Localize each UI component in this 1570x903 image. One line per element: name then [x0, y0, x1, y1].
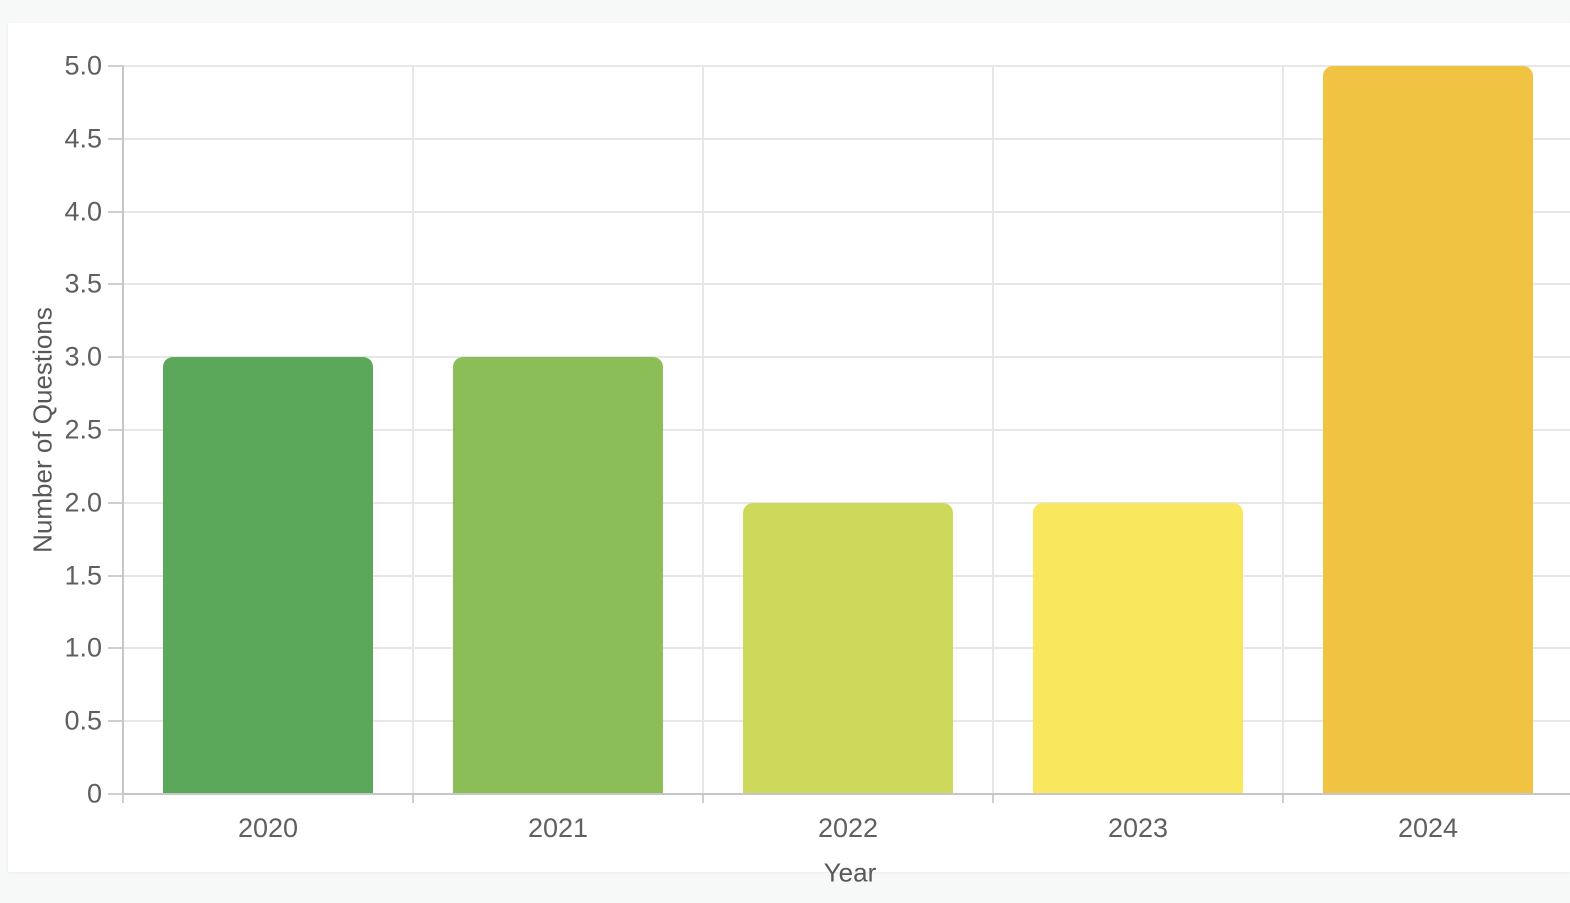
x-tick-label: 2022: [817, 813, 879, 843]
y-axis-tick: [108, 210, 123, 213]
chart-card: 5.0 4.5 4.0 3.5 3.0 2.5 2.0 1.5 1.0 0.5 0 2020 2021 2…: [8, 23, 1570, 888]
bar-2021[interactable]: [453, 357, 663, 794]
y-axis-tick: [108, 137, 123, 140]
gridline-vertical: [1282, 66, 1284, 794]
page: 5.0 4.5 4.0 3.5 3.0 2.5 2.0 1.5 1.0 0.5 0 2020 2021 2…: [8, 23, 1570, 888]
bar-2020[interactable]: [163, 357, 373, 794]
y-axis-tick: [108, 793, 123, 795]
gridline-horizontal: [123, 283, 1570, 286]
gridline-horizontal: [123, 429, 1570, 431]
bar-chart: 5.0 4.5 4.0 3.5 3.0 2.5 2.0 1.5 1.0 0.5 0 2020 2021 2…: [8, 23, 1570, 903]
y-tick-label: 4.0: [64, 196, 102, 227]
x-axis-tick: [702, 795, 704, 803]
y-axis-tick: [108, 501, 123, 504]
y-tick-label: 3.0: [64, 341, 102, 372]
y-tick-label: 2.0: [64, 487, 102, 518]
bar-2023[interactable]: [1033, 502, 1243, 794]
gridline-vertical: [992, 66, 994, 794]
bar-2022[interactable]: [743, 502, 953, 794]
gridline-horizontal: [123, 356, 1570, 359]
y-tick-label: 0: [86, 778, 102, 809]
x-tick-label: 2020: [237, 813, 299, 843]
y-axis-tick: [108, 429, 123, 431]
y-tick-label: 3.5: [64, 268, 102, 299]
gridline-horizontal: [123, 137, 1570, 140]
x-axis-tick: [412, 795, 414, 803]
y-axis-tick: [108, 720, 123, 723]
y-axis-tick: [108, 574, 123, 577]
bar-2024[interactable]: [1323, 66, 1533, 794]
y-axis-tick: [108, 65, 123, 67]
y-axis-line: [122, 66, 124, 794]
gridline-horizontal: [123, 210, 1570, 213]
x-axis-tick: [992, 795, 994, 803]
y-axis-tick: [108, 647, 123, 650]
y-tick-label: 2.5: [64, 414, 102, 445]
y-axis-tick: [108, 283, 123, 286]
y-tick-label: 1.0: [64, 632, 102, 663]
gridline-vertical: [412, 66, 414, 794]
x-tick-label: 2021: [527, 813, 589, 843]
y-axis-title: Number of Questions: [27, 307, 58, 553]
x-axis-line: [123, 793, 1570, 795]
x-tick-label: 2023: [1107, 813, 1169, 843]
x-tick-label: 2024: [1397, 813, 1459, 843]
y-tick-label: 1.5: [64, 560, 102, 591]
x-axis-tick: [122, 795, 124, 803]
gridline-horizontal: [123, 65, 1570, 67]
y-tick-label: 0.5: [64, 705, 102, 736]
y-tick-label: 5.0: [64, 50, 102, 81]
gridline-vertical: [702, 66, 704, 794]
x-axis-title: Year: [823, 857, 877, 888]
y-tick-label: 4.5: [64, 123, 102, 154]
y-axis-tick: [108, 356, 123, 359]
x-axis-tick: [1282, 795, 1284, 803]
